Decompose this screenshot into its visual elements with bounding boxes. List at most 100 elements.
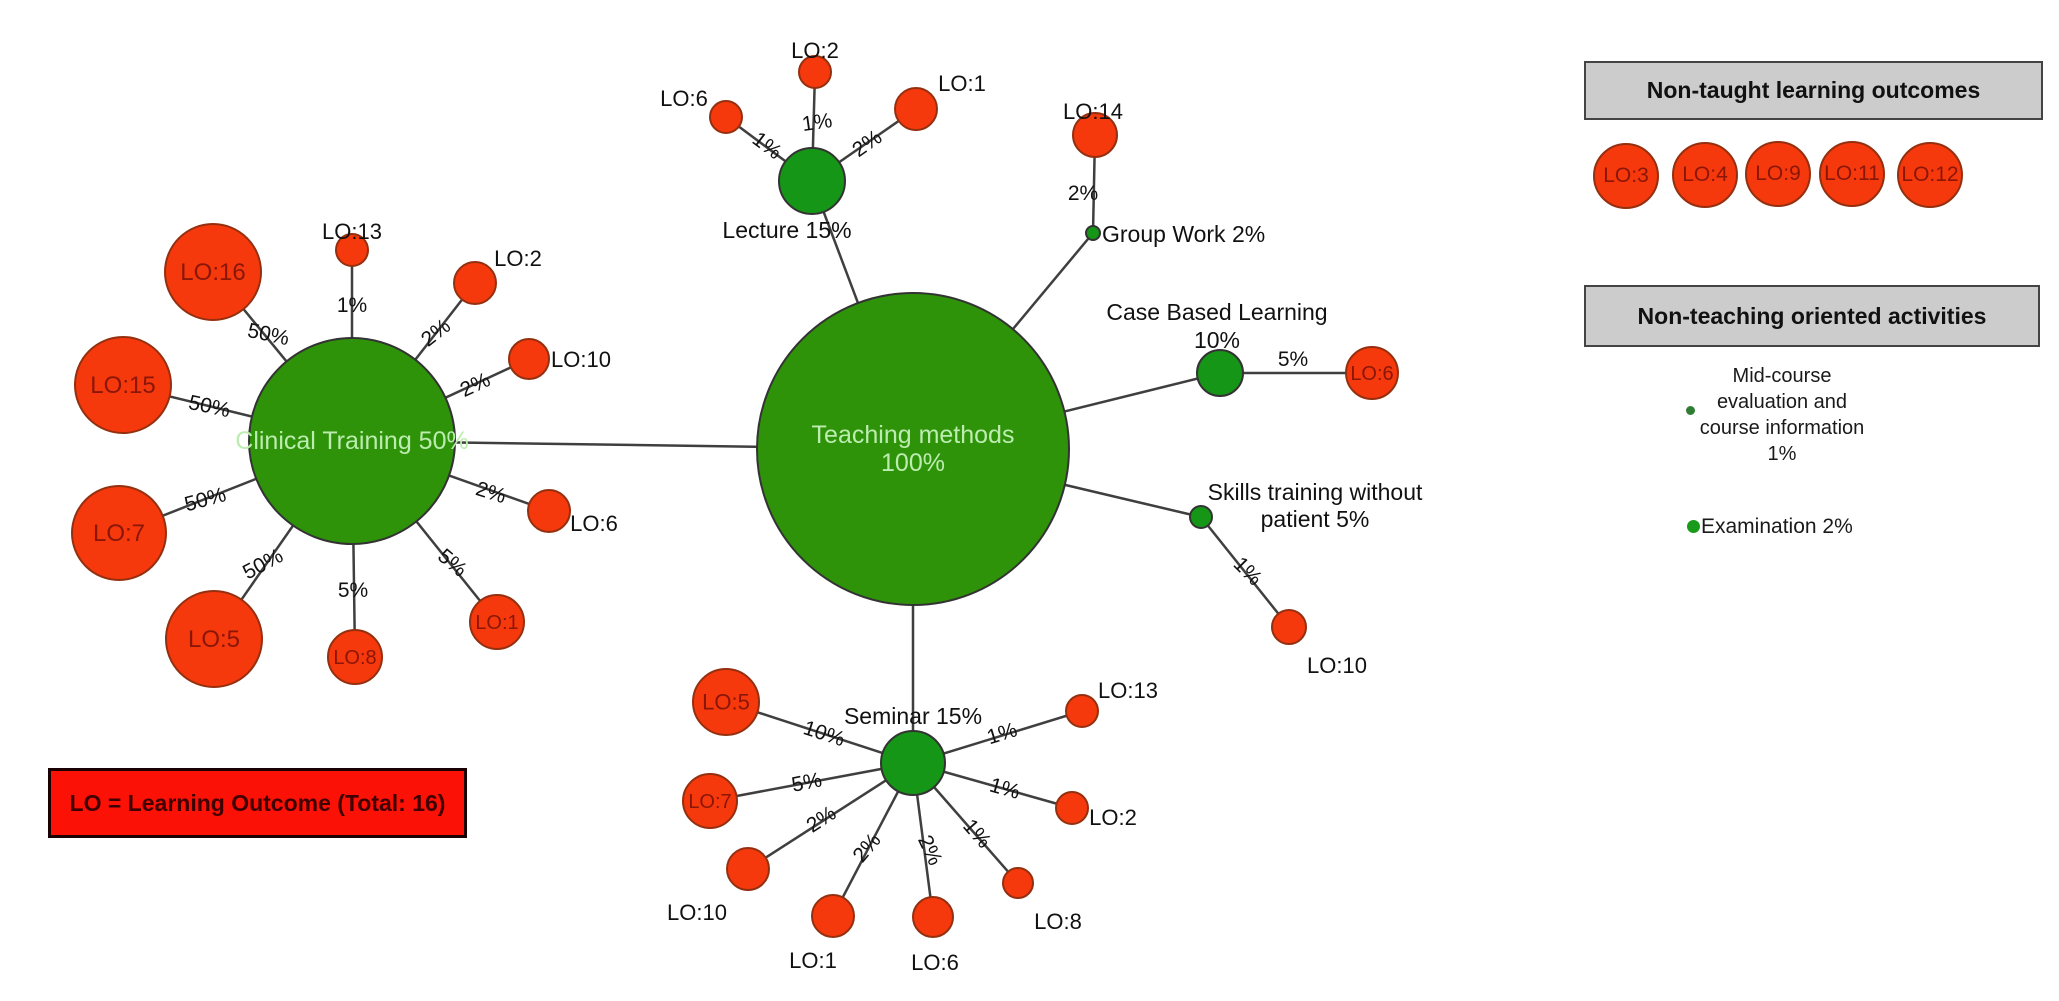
lo-circle-seminar-lo8 xyxy=(1002,867,1034,899)
lo-circle-lecture-lo1 xyxy=(894,87,938,131)
lo-label-clinical-lo1: LO:1 xyxy=(475,612,518,634)
hub-circle-case xyxy=(1196,349,1244,397)
legend-lo-circle-lo3: LO:3 xyxy=(1593,143,1659,209)
lo-label-seminar-lo7: LO:7 xyxy=(688,791,731,813)
lo-circle-seminar-lo2 xyxy=(1055,791,1089,825)
legend-lo-circle-lo4: LO:4 xyxy=(1672,142,1738,208)
edge-percent-label: 2% xyxy=(473,477,509,508)
edge-percent-label: 2% xyxy=(457,368,494,402)
lo-label-clinical-lo7: LO:7 xyxy=(93,520,145,547)
mid-course-label: Mid-course evaluation and course informa… xyxy=(1657,363,1907,467)
lo-circle-clinical-lo1 xyxy=(469,594,525,650)
edge-percent-label: 2% xyxy=(1068,182,1098,205)
lo-circle-case-lo6 xyxy=(1345,346,1399,400)
lo-label-clinical-lo15: LO:15 xyxy=(90,372,155,399)
legend-lo-circle-lo9: LO:9 xyxy=(1745,141,1811,207)
hub-label-teaching: 100% xyxy=(881,449,945,477)
lo-circle-lecture-lo2 xyxy=(798,55,832,89)
lo-circle-clinical-lo15 xyxy=(74,336,172,434)
lo-circle-seminar-lo1 xyxy=(811,894,855,938)
lo-circle-skills-lo10 xyxy=(1271,609,1307,645)
lo-circle-clinical-lo10 xyxy=(508,338,550,380)
lo-circle-clinical-lo8 xyxy=(327,629,383,685)
examination-dot xyxy=(1687,520,1700,533)
lo-circle-seminar-lo6 xyxy=(912,896,954,938)
lo-label-seminar-lo1: LO:1 xyxy=(789,948,837,973)
lo-circle-clinical-lo13 xyxy=(335,233,369,267)
lo-label-seminar-lo8: LO:8 xyxy=(1034,909,1082,934)
legend-lo-circle-lo11: LO:11 xyxy=(1819,141,1885,207)
hub-label-skills: Skills training without xyxy=(1208,479,1423,505)
edge-percent-label: 2% xyxy=(848,126,886,162)
lo-circle-seminar-lo10 xyxy=(726,847,770,891)
mid-course-line-4: 1% xyxy=(1767,443,1797,465)
edge-percent-label: 2% xyxy=(417,314,455,351)
lo-circle-clinical-lo6 xyxy=(527,489,571,533)
lo-label-seminar-lo2: LO:2 xyxy=(1089,805,1137,830)
lo-label-seminar-lo5: LO:5 xyxy=(702,689,750,714)
lo-label-group-lo14: LO:14 xyxy=(1063,99,1123,124)
hub-label-case: 10% xyxy=(1194,327,1240,353)
legend-lo-circle-lo12: LO:12 xyxy=(1897,142,1963,208)
lo-circle-seminar-lo13 xyxy=(1065,694,1099,728)
lo-label-clinical-lo2: LO:2 xyxy=(494,246,542,271)
edge-percent-label: 5% xyxy=(1278,348,1308,371)
edge-percent-label: 50% xyxy=(186,391,232,422)
lo-circle-group-lo14 xyxy=(1072,112,1118,158)
edge-seminar-lo7 xyxy=(709,761,914,803)
lo-label-clinical-lo8: LO:8 xyxy=(333,647,376,669)
non-teaching-header: Non-teaching oriented activities xyxy=(1584,285,2040,347)
edge-percent-label: 5% xyxy=(338,579,368,602)
hub-circle-clinical xyxy=(248,337,456,545)
lo-label-clinical-lo13: LO:13 xyxy=(322,219,382,244)
edge-percent-label: 50% xyxy=(245,319,291,350)
edge-percent-label: 5% xyxy=(790,768,824,796)
hub-label-seminar: Seminar 15% xyxy=(844,703,982,729)
lo-circle-seminar-lo7 xyxy=(682,773,738,829)
edge-percent-label: 1% xyxy=(337,294,367,317)
hub-label-clinical: Clinical Training 50% xyxy=(235,427,468,455)
lo-circle-clinical-lo16 xyxy=(164,223,262,321)
lo-label-seminar-lo10: LO:10 xyxy=(667,900,727,925)
lo-circle-clinical-lo5 xyxy=(165,590,263,688)
lo-note-box: LO = Learning Outcome (Total: 16) xyxy=(48,768,467,838)
edge-percent-label: 50% xyxy=(182,483,229,516)
edge-percent-label: 1% xyxy=(800,109,833,136)
hub-circle-group xyxy=(1085,225,1101,241)
lo-label-lecture-lo1: LO:1 xyxy=(938,71,986,96)
lo-circle-lecture-lo6 xyxy=(709,100,743,134)
lo-label-clinical-lo16: LO:16 xyxy=(180,259,245,286)
lo-label-lecture-lo2: LO:2 xyxy=(791,38,839,63)
mid-course-line-1: Mid-course xyxy=(1732,365,1832,387)
edge-percent-label: 1% xyxy=(987,774,1023,804)
lo-label-seminar-lo6: LO:6 xyxy=(911,950,959,975)
lo-label-skills-lo10: LO:10 xyxy=(1307,653,1367,678)
edge-percent-label: 2% xyxy=(848,829,885,867)
hub-label-case: Case Based Learning xyxy=(1106,299,1327,325)
lo-label-lecture-lo6: LO:6 xyxy=(660,86,708,111)
lo-circle-clinical-lo7 xyxy=(71,485,167,581)
non-taught-header-text: Non-taught learning outcomes xyxy=(1646,77,1981,103)
hub-circle-seminar xyxy=(880,730,946,796)
examination-label: Examination 2% xyxy=(1701,515,1853,538)
edge-percent-label: 10% xyxy=(800,716,847,751)
lo-label-clinical-lo6: LO:6 xyxy=(570,511,618,536)
hub-label-skills: patient 5% xyxy=(1261,506,1370,532)
lo-note-text: LO = Learning Outcome (Total: 16) xyxy=(69,789,446,816)
mid-course-dot xyxy=(1686,406,1695,415)
lo-circle-clinical-lo2 xyxy=(453,261,497,305)
non-taught-header: Non-taught learning outcomes xyxy=(1584,61,2043,120)
mid-course-line-2: evaluation and xyxy=(1716,391,1848,413)
non-teaching-header-text: Non-teaching oriented activities xyxy=(1637,302,1987,329)
hub-label-lecture: Lecture 15% xyxy=(722,217,851,243)
mid-course-line-3: course information xyxy=(1699,417,1865,439)
lo-label-case-lo6: LO:6 xyxy=(1350,363,1393,385)
hub-circle-skills xyxy=(1189,505,1213,529)
edge-percent-label: 2% xyxy=(802,802,840,838)
edge-percent-label: 50% xyxy=(239,544,287,584)
hub-circle-lecture xyxy=(778,147,846,215)
hub-label-teaching: Teaching methods xyxy=(812,421,1015,449)
lo-label-clinical-lo10: LO:10 xyxy=(551,347,611,372)
